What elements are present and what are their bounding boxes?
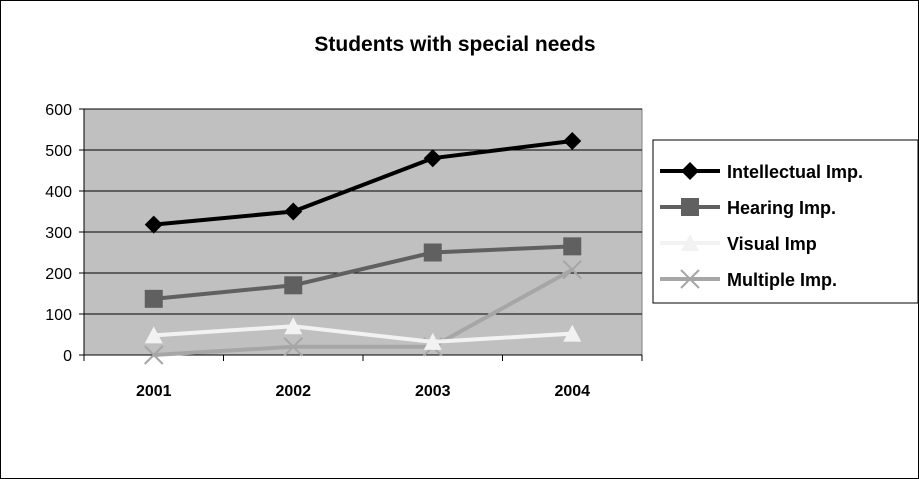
series-1 — [144, 237, 582, 308]
data-point — [563, 237, 582, 256]
legend-label: Hearing Imp. — [727, 198, 836, 218]
y-tick-label: 600 — [45, 102, 72, 119]
series-line — [153, 324, 573, 344]
legend-label: Multiple Imp. — [727, 270, 837, 290]
data-point — [144, 289, 163, 308]
legend-swatch-marker — [681, 162, 699, 180]
data-point — [144, 326, 163, 344]
data-point — [144, 215, 163, 234]
data-point — [423, 332, 442, 350]
legend-label: Intellectual Imp. — [727, 162, 863, 182]
series-line — [153, 138, 573, 227]
legend-swatch-marker — [680, 269, 700, 289]
x-tick-label: 2004 — [554, 383, 590, 400]
legend-box — [652, 139, 918, 304]
series-line — [153, 244, 573, 301]
data-point — [284, 202, 303, 221]
x-tick-label: 2002 — [275, 383, 311, 400]
data-point — [562, 260, 582, 280]
y-tick-label: 100 — [45, 307, 72, 324]
marker-stroke — [680, 269, 700, 289]
y-tick-label: 500 — [45, 143, 72, 160]
chart-title: Students with special needs — [314, 33, 595, 56]
y-tick-label: 0 — [63, 348, 72, 365]
data-point — [283, 337, 303, 357]
data-point — [284, 317, 303, 335]
legend-swatch-marker — [681, 198, 699, 216]
marker-stroke — [283, 337, 303, 357]
y-tick-label: 400 — [45, 184, 72, 201]
data-point — [284, 276, 303, 295]
data-point — [144, 345, 164, 365]
legend: Intellectual Imp. Hearing Imp. Visual Imp M… — [652, 139, 918, 304]
legend-swatch-marker — [681, 234, 699, 251]
series-0 — [144, 131, 582, 234]
data-point — [563, 324, 582, 342]
x-tick-label: 2001 — [136, 383, 172, 400]
y-tick-label: 300 — [45, 225, 72, 242]
marker-stroke — [562, 260, 582, 280]
y-tick-label: 200 — [45, 266, 72, 283]
series-2 — [144, 317, 582, 350]
plot-area: 0 100 200 300 400 500 600 2001 2002 2003 2004 — [45, 102, 643, 400]
marker-stroke — [144, 345, 164, 365]
legend-label: Visual Imp — [727, 234, 817, 254]
data-point — [563, 131, 582, 150]
series-line — [153, 267, 574, 357]
data-point — [423, 149, 442, 168]
data-point — [423, 243, 442, 262]
x-tick-label: 2003 — [415, 383, 451, 400]
